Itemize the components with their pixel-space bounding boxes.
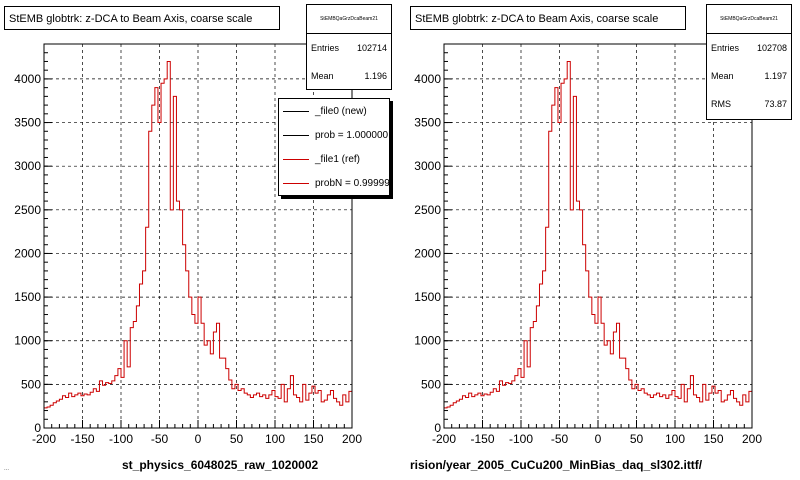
y-tick-label: 3500	[14, 116, 41, 130]
legend-entry-file0: _file0 (new)	[279, 99, 389, 123]
footer-text: ...	[4, 466, 10, 472]
y-tick-label: 0	[434, 421, 441, 435]
right-stats-box: StEMBQaGrzDcaBeam21 Entries 102708 Mean 1.…	[706, 4, 792, 120]
y-tick-label: 3000	[414, 159, 441, 173]
x-tick-label: -100	[109, 432, 133, 446]
x-tick-label: 50	[630, 432, 644, 446]
x-tick-label: -200	[32, 432, 56, 446]
x-tick-label: -150	[470, 432, 494, 446]
x-tick-label: 100	[665, 432, 685, 446]
right-plot-title: StEMB globtrk: z-DCA to Beam Axis, coars…	[410, 6, 686, 30]
y-tick-label: 4000	[14, 72, 41, 86]
left-plot-title: StEMB globtrk: z-DCA to Beam Axis, coars…	[4, 6, 280, 30]
x-tick-label: -150	[70, 432, 94, 446]
right-stats-entries: Entries 102708	[711, 43, 787, 53]
y-tick-label: 1500	[414, 290, 441, 304]
left-stats-mean: Mean 1.196	[311, 71, 387, 81]
x-tick-label: 50	[230, 432, 244, 446]
y-tick-label: 500	[21, 377, 41, 391]
legend-entry-prob: prob = 1.000000	[279, 123, 389, 147]
x-tick-label: 150	[703, 432, 723, 446]
left-stats-entries: Entries 102714	[311, 43, 387, 53]
histogram-series-0	[444, 60, 752, 409]
legend-entry-file1: _file1 (ref)	[279, 147, 389, 171]
y-tick-label: 500	[421, 377, 441, 391]
y-tick-label: 1000	[14, 334, 41, 348]
x-tick-label: 200	[342, 432, 362, 446]
y-tick-label: 0	[34, 421, 41, 435]
y-tick-label: 4000	[414, 72, 441, 86]
x-tick-label: -50	[151, 432, 169, 446]
y-tick-label: 1500	[14, 290, 41, 304]
left-legend: _file0 (new) prob = 1.000000 _file1 (ref…	[278, 98, 390, 196]
y-tick-label: 2500	[414, 203, 441, 217]
y-tick-label: 3500	[414, 116, 441, 130]
x-tick-label: -50	[551, 432, 569, 446]
right-stats-rms: RMS 73.87	[711, 99, 787, 109]
left-stats-header: StEMBQaGrzDcaBeam21	[307, 5, 391, 34]
left-histogram-chart: -200 -150 -100 -50 0 50 100 150 2000500100015002…	[14, 43, 362, 446]
x-tick-label: 200	[742, 432, 762, 446]
right-histogram-chart: -200 -150 -100 -50 0 50 100 150 2000500100015002…	[414, 43, 762, 446]
x-tick-label: -100	[509, 432, 533, 446]
x-tick-label: -200	[432, 432, 456, 446]
y-tick-label: 2000	[414, 246, 441, 260]
histogram-series-0	[44, 60, 352, 409]
right-stats-mean: Mean 1.197	[711, 71, 787, 81]
left-stats-box: StEMBQaGrzDcaBeam21 Entries 102714 Mean 1.…	[306, 4, 392, 90]
x-tick-label: 150	[303, 432, 323, 446]
left-x-axis-label: st_physics_6048025_raw_1020002	[122, 458, 319, 472]
x-tick-label: 100	[265, 432, 285, 446]
right-stats-header: StEMBQaGrzDcaBeam21	[707, 5, 791, 34]
x-tick-label: 0	[195, 432, 202, 446]
y-tick-label: 2500	[14, 203, 41, 217]
y-tick-label: 1000	[414, 334, 441, 348]
legend-entry-probN: probN = 0.999995	[279, 171, 389, 195]
x-tick-label: 0	[595, 432, 602, 446]
right-x-axis-label: rision/year_2005_CuCu200_MinBias_daq_sl3…	[410, 458, 703, 472]
y-tick-label: 2000	[14, 246, 41, 260]
y-tick-label: 3000	[14, 159, 41, 173]
